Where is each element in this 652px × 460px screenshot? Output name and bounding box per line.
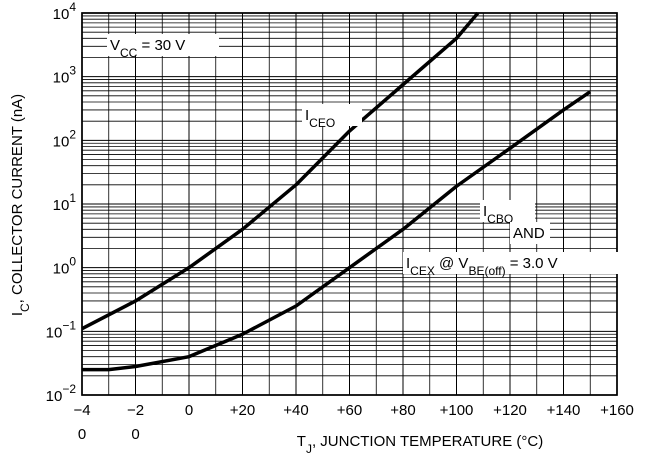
y-tick-base: 10 <box>46 324 63 341</box>
annotation-part: CC <box>120 46 138 60</box>
x-tick-label: +20 <box>230 402 255 419</box>
curve <box>81 11 480 331</box>
annotation-box <box>302 104 362 126</box>
annotation-part: CEO <box>309 116 335 130</box>
annotation: AND <box>513 225 545 242</box>
annotation-part: @ V <box>435 255 469 272</box>
x-tick-label: +60 <box>337 402 362 419</box>
y-tick-base: 10 <box>46 388 63 405</box>
x-tick-label: +80 <box>390 402 415 419</box>
y-tick-base: 10 <box>53 261 70 278</box>
x-tick-label: +40 <box>283 402 308 419</box>
x-tick-label: −4 <box>73 402 90 419</box>
y-tick-label: 10−2 <box>46 382 77 405</box>
y-tick-base: 10 <box>53 197 70 214</box>
y-tick-label: 103 <box>53 64 77 87</box>
y-tick-exponent: 3 <box>69 64 76 78</box>
annotation: ICBO <box>483 203 513 226</box>
annotation-part: I <box>305 107 309 124</box>
y-tick-label: 101 <box>53 191 77 214</box>
x-tick-label: −2 <box>127 402 144 419</box>
y-tick-exponent: −2 <box>62 382 76 396</box>
annotation: VCC = 30 V <box>110 37 185 60</box>
annotation-part: CEX <box>410 264 435 278</box>
curve <box>82 90 592 372</box>
x-axis-label-part: , JUNCTION TEMPERATURE (°C) <box>312 433 543 450</box>
y-tick-base: 10 <box>53 70 70 87</box>
x-tick-label: 0 <box>131 426 139 443</box>
y-tick-exponent: −1 <box>62 318 76 332</box>
y-tick-exponent: 1 <box>69 191 76 205</box>
x-tick-label: +120 <box>493 402 527 419</box>
x-tick-label: +140 <box>547 402 581 419</box>
x-axis-label: TJ, JUNCTION TEMPERATURE (°C) <box>297 433 543 456</box>
annotation-part: CBO <box>487 212 513 226</box>
y-tick-exponent: 4 <box>69 0 76 14</box>
x-axis-label-part: T <box>297 433 306 450</box>
y-tick-label: 104 <box>53 0 77 23</box>
annotation-part: = 30 V <box>137 37 185 54</box>
x-tick-label: +100 <box>440 402 474 419</box>
annotation-part: I <box>483 203 487 220</box>
annotation-box <box>510 222 550 244</box>
y-axis-label-part: C <box>18 303 32 312</box>
y-axis-label: IC, COLLECTOR CURRENT (nA) <box>9 94 32 316</box>
annotation-part: = 3.0 V <box>506 255 558 272</box>
y-axis-label-part: , COLLECTOR CURRENT (nA) <box>9 94 26 303</box>
y-axis-label-part: I <box>9 312 26 316</box>
y-tick-exponent: 2 <box>69 127 76 141</box>
annotation-part: AND <box>513 225 545 242</box>
annotation-box <box>107 34 219 56</box>
annotation-box <box>480 200 535 222</box>
annotation: ICEX @ VBE(off) = 3.0 V <box>406 255 558 278</box>
annotation: ICEO <box>305 107 335 130</box>
annotation-part: V <box>110 37 120 54</box>
y-tick-exponent: 0 <box>69 255 76 269</box>
annotation-part: I <box>406 255 410 272</box>
y-tick-label: 100 <box>53 255 77 278</box>
x-tick-label: 0 <box>78 426 86 443</box>
x-tick-label: 0 <box>185 402 193 419</box>
y-tick-base: 10 <box>53 133 70 150</box>
y-tick-label: 102 <box>53 127 77 150</box>
plot-border <box>81 12 618 396</box>
x-axis-label-part: J <box>306 442 312 456</box>
y-tick-base: 10 <box>53 6 70 23</box>
annotation-box <box>403 252 652 274</box>
y-tick-label: 10−1 <box>46 318 77 341</box>
x-tick-label: +160 <box>600 402 634 419</box>
annotation-part: BE(off) <box>468 264 505 278</box>
